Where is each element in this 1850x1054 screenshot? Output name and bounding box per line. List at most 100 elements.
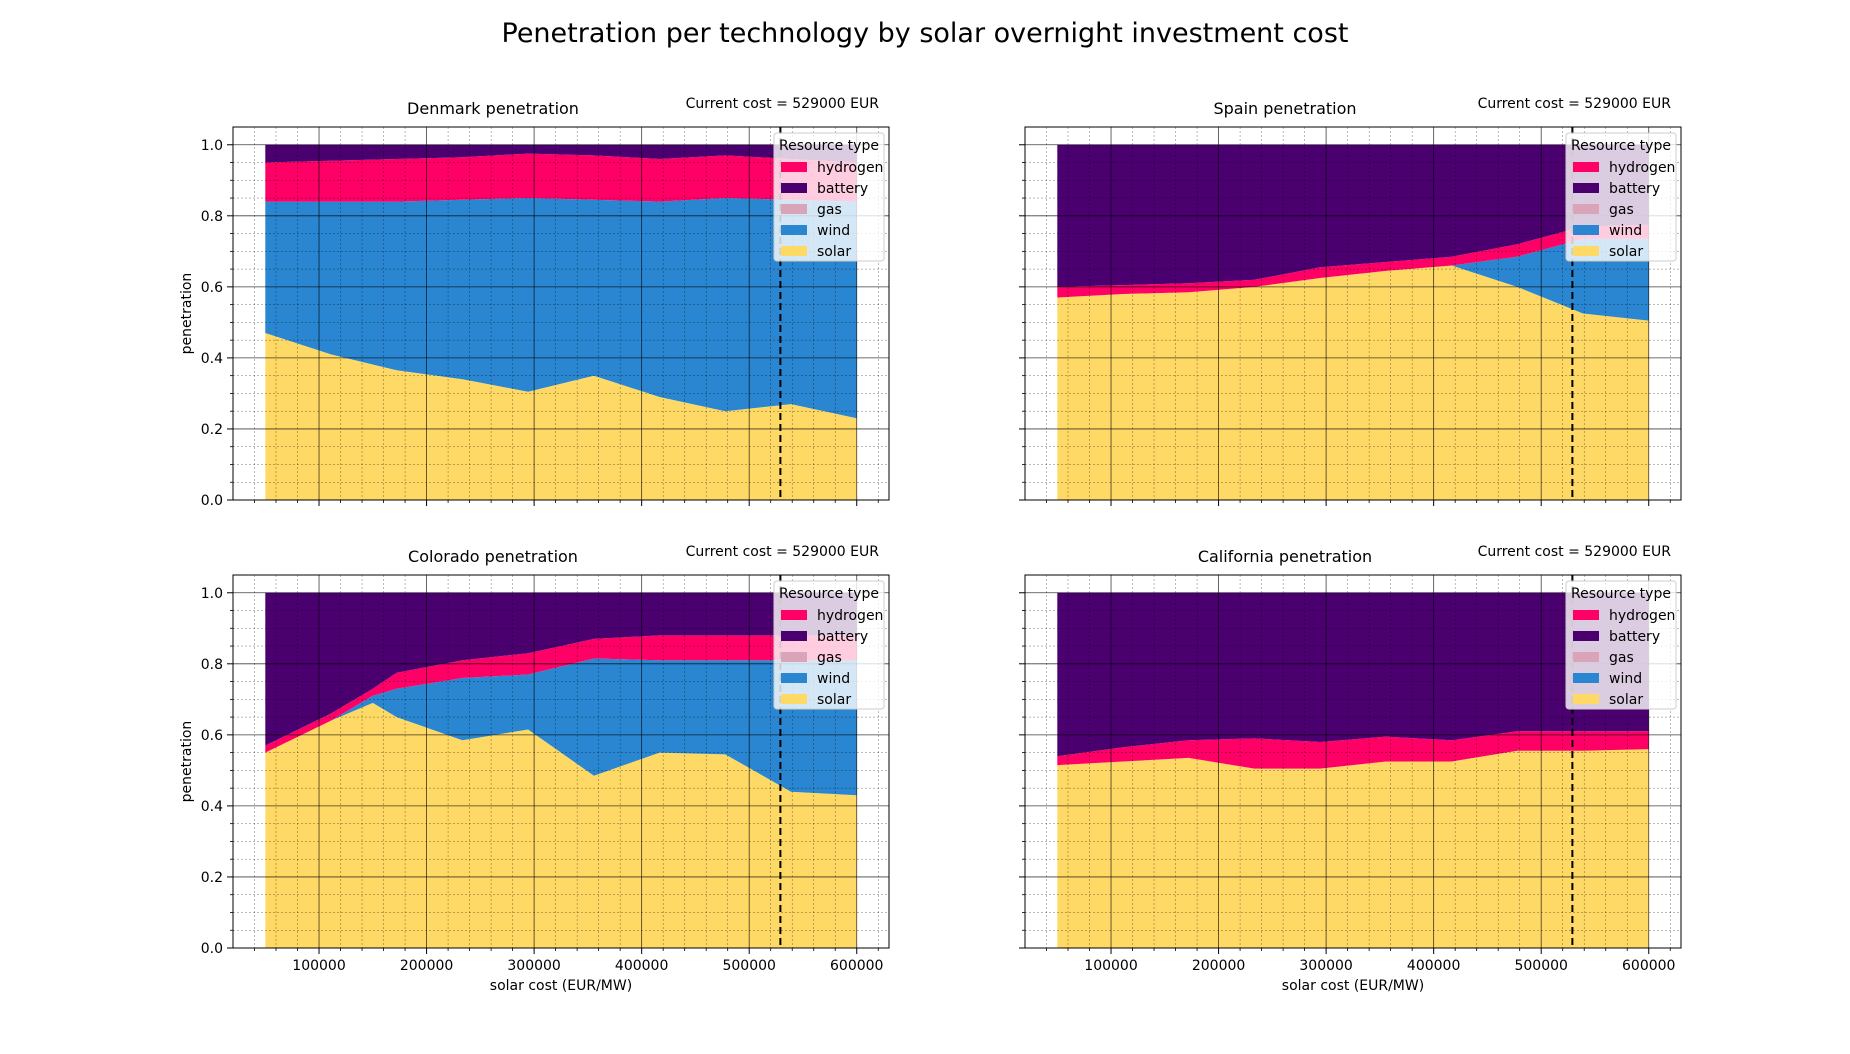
x-tick-label: 400000 bbox=[1407, 958, 1460, 974]
ticks bbox=[227, 144, 879, 506]
legend-label-battery: battery bbox=[1609, 181, 1660, 197]
panel-title: Spain penetration bbox=[1213, 99, 1356, 118]
area-solar bbox=[1057, 749, 1649, 948]
legend-swatch-solar bbox=[781, 246, 807, 256]
legend-swatch-hydrogen bbox=[781, 162, 807, 172]
axes-frame bbox=[232, 574, 890, 949]
chart-panel: 100000 200000 300000 400000 500000 600000 0.0 0… bbox=[179, 544, 890, 994]
legend-label-hydrogen: hydrogen bbox=[1609, 608, 1675, 624]
y-tick-label: 0.2 bbox=[201, 422, 223, 438]
legend: Resource type hydrogen battery gas wind solar bbox=[773, 580, 885, 710]
x-axis-label: solar cost (EUR/MW) bbox=[490, 978, 632, 994]
y-tick-label: 0.2 bbox=[201, 870, 223, 886]
legend-label-battery: battery bbox=[1609, 629, 1660, 645]
legend-swatch-battery bbox=[1573, 631, 1599, 641]
legend-label-hydrogen: hydrogen bbox=[1609, 160, 1675, 176]
area-layer bbox=[265, 144, 857, 500]
x-tick-label: 200000 bbox=[1192, 958, 1245, 974]
y-tick-label: 0.0 bbox=[201, 941, 223, 957]
y-tick-label: 0.4 bbox=[201, 351, 223, 367]
legend-label-hydrogen: hydrogen bbox=[817, 160, 883, 176]
legend-swatch-battery bbox=[781, 183, 807, 193]
legend-swatch-wind bbox=[781, 673, 807, 683]
ticks bbox=[1019, 592, 1671, 954]
area-hydrogen bbox=[265, 153, 857, 202]
figure-title: Penetration per technology by solar over… bbox=[502, 18, 1349, 49]
area-battery bbox=[265, 592, 857, 746]
current-cost-annotation: Current cost = 529000 EUR bbox=[1478, 544, 1672, 560]
legend-label-hydrogen: hydrogen bbox=[817, 608, 883, 624]
x-tick-label: 100000 bbox=[292, 958, 345, 974]
legend-swatch-gas bbox=[1573, 652, 1599, 662]
chart-panel: 100000 200000 300000 400000 500000 600000 Cali… bbox=[1019, 544, 1682, 994]
legend-label-gas: gas bbox=[1609, 202, 1634, 218]
legend-title: Resource type bbox=[779, 586, 879, 602]
legend-label-wind: wind bbox=[817, 671, 850, 687]
area-wind bbox=[265, 198, 857, 419]
legend-label-battery: battery bbox=[817, 181, 868, 197]
y-tick-label: 0.4 bbox=[201, 799, 223, 815]
chart-panel: 0.0 0.2 0.4 0.6 0.8 1.0 Denmark penetration Cur… bbox=[179, 96, 890, 509]
legend-label-gas: gas bbox=[817, 650, 842, 666]
legend-label-solar: solar bbox=[1609, 244, 1643, 260]
current-cost-annotation: Current cost = 529000 EUR bbox=[1478, 96, 1672, 112]
area-wind bbox=[1057, 238, 1649, 321]
ticks bbox=[227, 592, 879, 954]
legend-swatch-solar bbox=[781, 694, 807, 704]
x-axis-label: solar cost (EUR/MW) bbox=[1282, 978, 1424, 994]
axes-frame bbox=[1024, 574, 1682, 949]
legend-label-wind: wind bbox=[817, 223, 850, 239]
legend-label-wind: wind bbox=[1609, 671, 1642, 687]
legend-title: Resource type bbox=[1571, 586, 1671, 602]
legend-swatch-hydrogen bbox=[1573, 610, 1599, 620]
x-tick-label: 500000 bbox=[1514, 958, 1567, 974]
legend-swatch-gas bbox=[1573, 204, 1599, 214]
y-tick-label: 0.8 bbox=[201, 657, 223, 673]
legend-swatch-gas bbox=[781, 204, 807, 214]
legend-swatch-battery bbox=[781, 631, 807, 641]
x-tick-label: 400000 bbox=[615, 958, 668, 974]
legend-title: Resource type bbox=[779, 138, 879, 154]
x-tick-label: 300000 bbox=[1299, 958, 1352, 974]
legend-swatch-solar bbox=[1573, 694, 1599, 704]
legend-label-solar: solar bbox=[1609, 692, 1643, 708]
legend-swatch-solar bbox=[1573, 246, 1599, 256]
x-tick-label: 600000 bbox=[1622, 958, 1675, 974]
legend-title: Resource type bbox=[1571, 138, 1671, 154]
area-solar bbox=[265, 333, 857, 500]
axes-frame bbox=[232, 126, 890, 501]
x-tick-label: 300000 bbox=[507, 958, 560, 974]
y-tick-label: 1.0 bbox=[201, 586, 223, 602]
legend-label-gas: gas bbox=[817, 202, 842, 218]
ticks bbox=[1019, 144, 1671, 506]
area-layer bbox=[1057, 592, 1649, 948]
current-cost-annotation: Current cost = 529000 EUR bbox=[686, 96, 880, 112]
chart-panel: Spain penetration Current cost = 529000 E… bbox=[1019, 96, 1682, 506]
legend-label-solar: solar bbox=[817, 244, 851, 260]
legend-label-gas: gas bbox=[1609, 650, 1634, 666]
area-solar bbox=[1057, 265, 1649, 500]
legend-label-wind: wind bbox=[1609, 223, 1642, 239]
panel-title: Colorado penetration bbox=[408, 547, 578, 566]
panel-title: Denmark penetration bbox=[407, 99, 579, 118]
legend: Resource type hydrogen battery gas wind solar bbox=[773, 132, 885, 262]
x-tick-label: 600000 bbox=[830, 958, 883, 974]
current-cost-annotation: Current cost = 529000 EUR bbox=[686, 544, 880, 560]
area-wind bbox=[265, 658, 857, 796]
x-tick-label: 100000 bbox=[1084, 958, 1137, 974]
legend-swatch-hydrogen bbox=[781, 610, 807, 620]
legend-swatch-hydrogen bbox=[1573, 162, 1599, 172]
y-tick-label: 0.6 bbox=[201, 280, 223, 296]
y-axis-label: penetration bbox=[179, 721, 195, 803]
area-battery bbox=[1057, 592, 1649, 757]
y-axis-label: penetration bbox=[179, 273, 195, 355]
area-battery bbox=[265, 144, 857, 163]
area-layer bbox=[265, 592, 857, 948]
axes-frame bbox=[1024, 126, 1682, 501]
legend-swatch-wind bbox=[1573, 225, 1599, 235]
x-tick-label: 500000 bbox=[722, 958, 775, 974]
y-tick-label: 0.6 bbox=[201, 728, 223, 744]
x-tick-label: 200000 bbox=[400, 958, 453, 974]
